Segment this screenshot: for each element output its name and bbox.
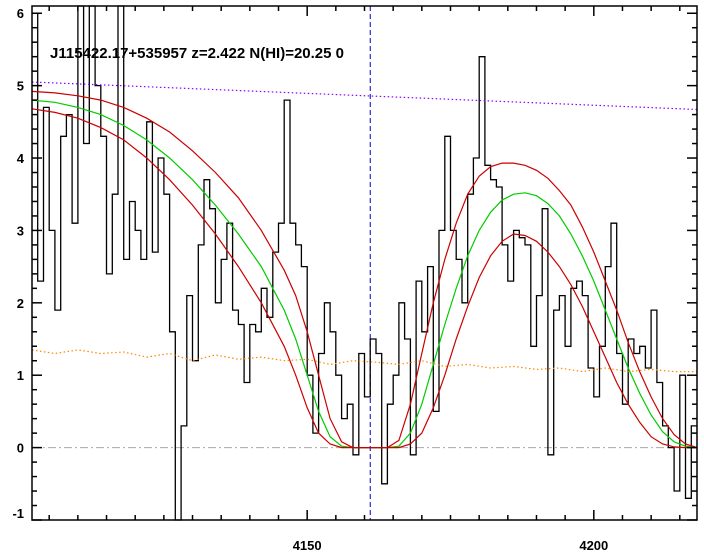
- y-tick-label: 3: [17, 223, 24, 238]
- y-tick-label: 6: [17, 6, 24, 21]
- error-series-line: [31, 349, 697, 373]
- continuum-series-line: [31, 81, 698, 111]
- flux-series-line: [32, 5, 697, 521]
- y-tick-label: 2: [17, 296, 24, 311]
- model-series-line: [31, 99, 698, 449]
- model-upper-series-line: [31, 90, 698, 449]
- x-tick-label: 4150: [293, 538, 322, 553]
- model-lower-series-line: [31, 108, 697, 449]
- y-tick-label: 1: [17, 368, 24, 383]
- x-tick-label: 4200: [579, 538, 608, 553]
- y-tick-label: 0: [17, 441, 24, 456]
- chart-title: J115422.17+535957 z=2.422 N(HI)=20.25 0: [50, 45, 344, 62]
- plot-frame: [31, 5, 698, 521]
- y-tick-label: 4: [17, 151, 25, 166]
- y-tick-label: 5: [17, 79, 24, 94]
- y-tick-label: -1: [12, 506, 24, 521]
- plot-area: [31, 5, 698, 521]
- axes: 4150 4200 -1 0 1 2 3 4 5 6: [12, 6, 697, 553]
